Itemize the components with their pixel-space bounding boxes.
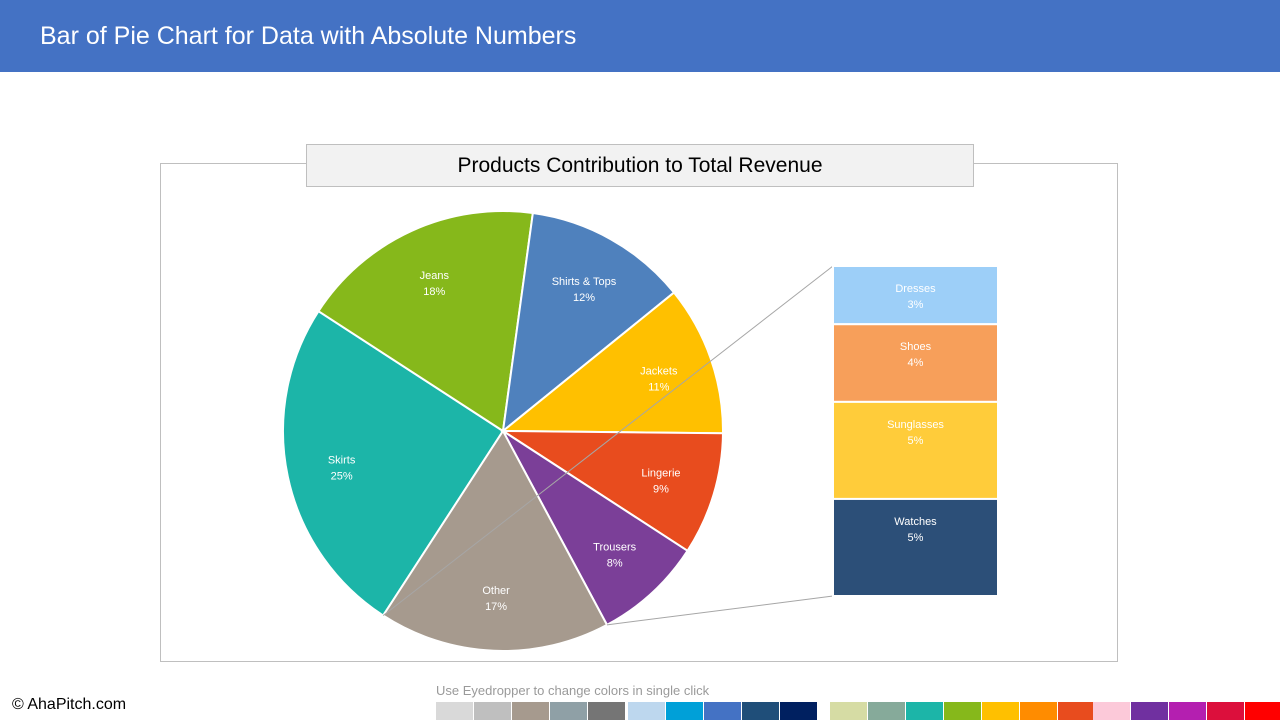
palette-swatch[interactable]: [906, 702, 943, 720]
header-bar: Bar of Pie Chart for Data with Absolute …: [0, 0, 1280, 72]
color-palette: [0, 702, 1280, 720]
data-value-shoes: 4%: [908, 357, 924, 369]
data-value-lingerie: 9%: [653, 484, 669, 496]
copyright-credit: © AhaPitch.com: [12, 696, 127, 713]
eyedropper-note: Use Eyedropper to change colors in singl…: [436, 683, 710, 698]
pie-slice-jackets[interactable]: [500, 291, 724, 435]
connector-line-top: [382, 265, 834, 616]
palette-swatch[interactable]: [868, 702, 905, 720]
data-value-jackets: 11%: [648, 382, 669, 394]
pie-slice-jeans[interactable]: [317, 210, 534, 433]
pie-slice-other[interactable]: [381, 429, 609, 652]
connector-line-bottom: [606, 595, 834, 626]
data-value-skirts: 25%: [331, 470, 353, 482]
data-value-watches: 5%: [908, 532, 924, 544]
palette-swatch[interactable]: [742, 702, 779, 720]
palette-swatch[interactable]: [550, 702, 587, 720]
data-label-skirts: Skirts: [328, 454, 356, 466]
palette-swatch[interactable]: [1169, 702, 1206, 720]
bar-segment-watches[interactable]: [832, 497, 999, 597]
pie-slice-skirts[interactable]: [282, 309, 505, 617]
palette-swatch[interactable]: [830, 702, 867, 720]
palette-swatch[interactable]: [628, 702, 665, 720]
palette-swatch[interactable]: [1093, 702, 1130, 720]
bar-segment-shoes[interactable]: [832, 323, 999, 403]
data-label-lingerie: Lingerie: [641, 468, 680, 480]
palette-swatch[interactable]: [982, 702, 1019, 720]
bar-segment-sunglasses[interactable]: [832, 400, 999, 500]
data-value-sunglasses: 5%: [908, 435, 924, 447]
palette-swatch[interactable]: [1131, 702, 1168, 720]
pie-slice-shirts-tops[interactable]: [501, 211, 676, 434]
data-label-jeans: Jeans: [420, 270, 450, 282]
data-label-shoes: Shoes: [900, 341, 932, 353]
data-value-shirts-tops: 12%: [573, 292, 595, 304]
data-value-other: 17%: [485, 601, 507, 613]
data-value-jeans: 18%: [423, 286, 445, 298]
data-label-watches: Watches: [894, 516, 937, 528]
data-label-trousers: Trousers: [593, 541, 636, 553]
page-title: Bar of Pie Chart for Data with Absolute …: [40, 22, 577, 50]
chart-title: Products Contribution to Total Revenue: [457, 153, 823, 177]
data-label-other: Other: [482, 585, 510, 597]
chart-title-box[interactable]: Products Contribution to Total Revenue: [306, 144, 974, 187]
palette-swatch[interactable]: [704, 702, 741, 720]
data-value-dresses: 3%: [908, 299, 924, 311]
palette-swatch[interactable]: [1245, 702, 1280, 720]
data-label-dresses: Dresses: [895, 283, 936, 295]
data-label-jackets: Jackets: [640, 366, 678, 378]
pie-slice-trousers[interactable]: [502, 430, 689, 627]
palette-swatch[interactable]: [436, 702, 473, 720]
palette-swatch[interactable]: [1058, 702, 1095, 720]
pie-slice-lingerie[interactable]: [499, 429, 724, 553]
palette-swatch[interactable]: [588, 702, 625, 720]
palette-swatch[interactable]: [944, 702, 981, 720]
data-label-shirts-tops: Shirts & Tops: [552, 276, 617, 288]
palette-swatch[interactable]: [474, 702, 511, 720]
palette-swatch[interactable]: [780, 702, 817, 720]
bar-segment-dresses[interactable]: [832, 265, 999, 326]
data-value-trousers: 8%: [607, 557, 623, 569]
data-label-sunglasses: Sunglasses: [887, 419, 944, 431]
palette-swatch[interactable]: [1020, 702, 1057, 720]
palette-swatch[interactable]: [1207, 702, 1244, 720]
palette-swatch[interactable]: [512, 702, 549, 720]
palette-swatch[interactable]: [666, 702, 703, 720]
